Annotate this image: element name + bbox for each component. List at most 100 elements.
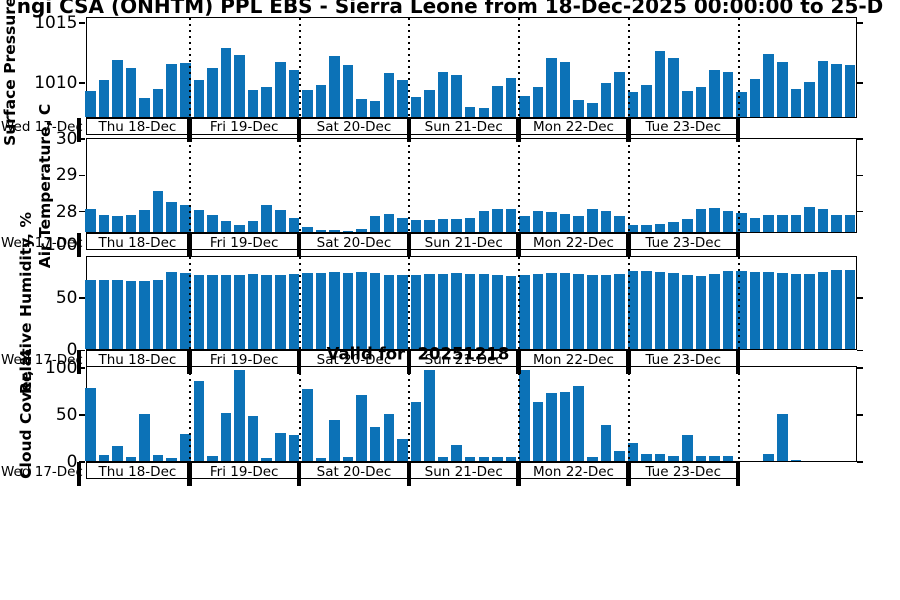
bar-surface-pressure xyxy=(85,90,96,117)
bar-surface-pressure xyxy=(600,82,612,117)
bar-surface-pressure xyxy=(763,53,774,117)
day-separator-line xyxy=(737,367,740,461)
bar-relative-humidity xyxy=(763,271,774,350)
day-boundary-tick xyxy=(296,462,302,486)
bar-cloud-cover xyxy=(627,442,639,461)
day-separator-line xyxy=(518,18,521,117)
bar-air-temperature xyxy=(790,214,802,233)
bar-cloud-cover xyxy=(85,388,96,461)
y-tick-mark xyxy=(79,22,85,24)
day-boundary-tick xyxy=(626,117,631,142)
day-boundary-tick xyxy=(626,233,631,258)
bar-air-temperature xyxy=(804,206,815,233)
bar-air-temperature xyxy=(342,230,354,233)
bar-air-temperature xyxy=(492,209,503,233)
bar-relative-humidity xyxy=(790,273,802,350)
bar-cloud-cover xyxy=(519,369,530,461)
y-tick-mark xyxy=(79,349,85,352)
bar-surface-pressure xyxy=(139,97,150,117)
bar-relative-humidity xyxy=(193,274,205,350)
day-label-tue: Tue 23-Dec xyxy=(645,463,722,480)
day-separator-line xyxy=(737,139,740,233)
bar-cloud-cover xyxy=(614,450,625,461)
bar-cloud-cover xyxy=(125,457,137,461)
day-separator-line xyxy=(188,139,191,233)
bar-relative-humidity xyxy=(654,271,666,350)
bar-surface-pressure xyxy=(777,61,788,117)
day-separator-line xyxy=(188,256,191,350)
bar-air-temperature xyxy=(546,212,557,233)
bar-cloud-cover xyxy=(261,458,272,461)
bar-relative-humidity xyxy=(369,272,381,350)
bar-surface-pressure xyxy=(288,69,300,117)
bar-surface-pressure xyxy=(722,72,734,117)
bar-air-temperature xyxy=(166,201,177,233)
bar-relative-humidity xyxy=(356,271,367,350)
bar-cloud-cover xyxy=(451,444,462,461)
day-boundary-tick xyxy=(406,117,412,142)
bar-cloud-cover xyxy=(139,413,150,461)
day-label-sun: Sun 21-Dec xyxy=(424,463,503,480)
y-tick-mark xyxy=(856,414,863,416)
bar-surface-pressure xyxy=(437,72,449,117)
bar-air-temperature xyxy=(369,216,381,233)
bar-cloud-cover xyxy=(777,413,788,461)
bar-surface-pressure xyxy=(668,58,679,117)
day-boundary-tick xyxy=(735,462,741,486)
bar-air-temperature xyxy=(654,223,666,233)
y-tick-mark xyxy=(856,174,863,177)
bar-relative-humidity xyxy=(695,275,707,350)
bar-air-temperature xyxy=(383,214,395,233)
bar-cloud-cover xyxy=(478,457,490,461)
day-label-sat: Sat 20-Dec xyxy=(316,351,392,368)
bar-relative-humidity xyxy=(383,274,395,350)
bar-air-temperature xyxy=(587,209,598,233)
bar-cloud-cover xyxy=(600,425,612,461)
bar-surface-pressure xyxy=(451,74,462,117)
day-separator-line xyxy=(298,139,301,233)
bar-surface-pressure xyxy=(573,100,584,117)
y-tick-label: 50 xyxy=(55,287,78,308)
day-label-sun: Sun 21-Dec xyxy=(424,351,503,368)
day-label-sat: Sat 20-Dec xyxy=(316,234,392,251)
day-label-mon: Mon 22-Dec xyxy=(533,119,614,135)
day-boundary-tick xyxy=(516,462,521,486)
bar-cloud-cover xyxy=(207,456,218,461)
bar-surface-pressure xyxy=(464,107,476,117)
y-tick-mark xyxy=(79,461,85,463)
bar-relative-humidity xyxy=(464,273,476,350)
bar-surface-pressure xyxy=(682,90,693,117)
bar-cloud-cover xyxy=(302,389,313,461)
bar-surface-pressure xyxy=(180,63,191,117)
y-tick-label: 1015 xyxy=(34,12,78,33)
bar-surface-pressure xyxy=(234,54,245,117)
bar-surface-pressure xyxy=(152,88,164,117)
day-label-fri: Fri 19-Dec xyxy=(209,351,279,368)
day-boundary-tick xyxy=(735,117,741,142)
bar-cloud-cover xyxy=(112,446,123,461)
y-tick-label: 100 xyxy=(45,358,78,379)
bar-surface-pressure xyxy=(532,87,544,117)
bar-air-temperature xyxy=(451,218,462,233)
day-boundary-tick xyxy=(516,117,521,142)
bar-air-temperature xyxy=(98,214,110,233)
day-label-mon: Mon 22-Dec xyxy=(533,351,614,368)
bar-relative-humidity xyxy=(288,273,300,350)
y-tick-mark xyxy=(856,297,863,299)
bar-relative-humidity xyxy=(831,269,842,350)
bar-air-temperature xyxy=(410,219,422,233)
day-label-sun: Sun 21-Dec xyxy=(424,234,503,251)
bar-cloud-cover xyxy=(410,401,422,461)
panel-cloud-cover xyxy=(85,366,857,462)
bar-cloud-cover xyxy=(424,369,435,461)
bar-air-temperature xyxy=(682,218,693,233)
bar-cloud-cover xyxy=(722,456,734,461)
bar-surface-pressure xyxy=(125,67,137,117)
day-label-tue: Tue 23-Dec xyxy=(645,234,722,251)
bar-relative-humidity xyxy=(492,274,503,350)
panel-air-temperature xyxy=(85,138,857,234)
y-tick-mark xyxy=(856,22,863,24)
bar-cloud-cover xyxy=(356,394,367,461)
y-tick-label: 1010 xyxy=(34,72,78,93)
bar-surface-pressure xyxy=(844,65,856,117)
